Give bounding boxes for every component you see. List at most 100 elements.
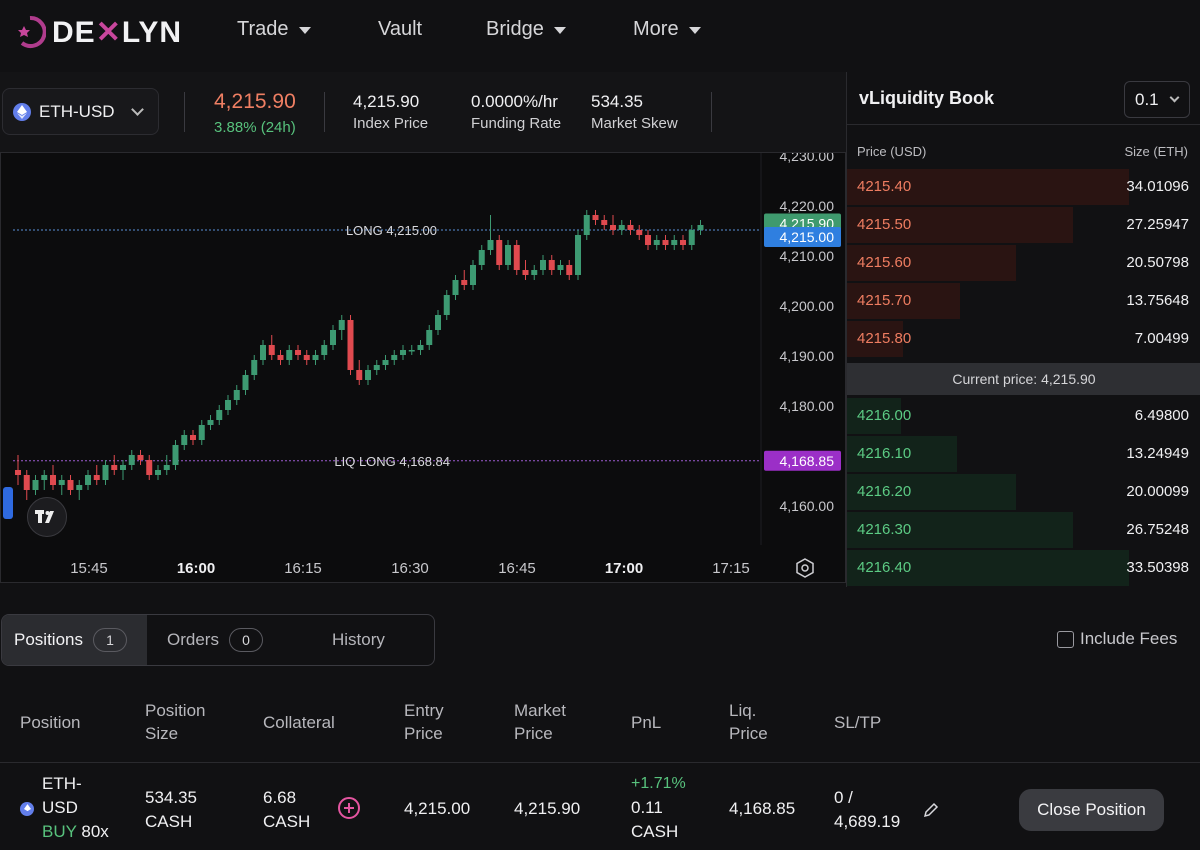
top-nav: DE✕LYN Trade Vault Bridge More bbox=[0, 0, 1200, 64]
candle-body bbox=[32, 480, 39, 490]
col-position: Position bbox=[20, 713, 81, 732]
book-col-price: Price (USD) bbox=[857, 144, 927, 159]
liquidity-book: vLiquidity Book 0.1 Price (USD) Size (ET… bbox=[846, 72, 1200, 587]
price-tag bbox=[764, 450, 841, 471]
price-tag-label: 4,215.00 bbox=[780, 229, 835, 245]
brand-x-icon: ✕ bbox=[95, 15, 122, 49]
candle-body bbox=[242, 375, 249, 390]
candle-body bbox=[496, 240, 503, 265]
candle-body bbox=[172, 445, 179, 465]
candle-body bbox=[697, 225, 704, 230]
tab-orders[interactable]: Orders 0 bbox=[167, 615, 287, 665]
y-tick-label: 4,200.00 bbox=[780, 298, 835, 314]
candle-body bbox=[575, 235, 581, 275]
current-price-banner: Current price: 4,215.90 bbox=[847, 363, 1200, 395]
drawer-handle[interactable] bbox=[3, 487, 13, 519]
bid-row[interactable]: 4216.20 20.00099 bbox=[847, 474, 1200, 510]
nav-vault[interactable]: Vault bbox=[378, 18, 423, 40]
nav-more[interactable]: More bbox=[633, 18, 701, 41]
nav-bridge[interactable]: Bridge bbox=[486, 18, 566, 41]
ask-row[interactable]: 4215.40 34.01096 bbox=[847, 169, 1200, 205]
candle-body bbox=[111, 465, 118, 470]
edit-pencil-icon[interactable] bbox=[922, 801, 940, 819]
candlestick-chart[interactable]: 4,230.00 4,220.00 4,210.00 4,200.00 4,190.00… bbox=[1, 153, 847, 584]
brand-logo[interactable]: DE✕LYN bbox=[16, 12, 182, 52]
col-entry-price: Entry Price bbox=[404, 701, 444, 743]
price-chart[interactable]: 4,230.00 4,220.00 4,210.00 4,200.00 4,190.00… bbox=[0, 152, 846, 583]
ask-row[interactable]: 4215.80 7.00499 bbox=[847, 321, 1200, 357]
ask-size: 13.75648 bbox=[1126, 292, 1189, 309]
logo-mark-icon bbox=[18, 15, 46, 48]
tab-history[interactable]: History bbox=[332, 615, 412, 665]
tick-size-select[interactable]: 0.1 bbox=[1124, 81, 1190, 118]
caret-down-icon bbox=[553, 27, 566, 34]
change-24h: 3.88% (24h) bbox=[214, 119, 296, 136]
candle-body bbox=[636, 230, 643, 235]
tradingview-logo-icon[interactable] bbox=[27, 497, 67, 537]
candle-body bbox=[181, 435, 188, 445]
market-header: ETH-USD 4,215.90 3.88% (24h) 4,215.90 In… bbox=[0, 72, 846, 152]
pair-selector[interactable]: ETH-USD bbox=[2, 88, 159, 135]
ask-size: 20.50798 bbox=[1126, 254, 1189, 271]
bid-price: 4216.20 bbox=[857, 483, 912, 500]
candle-body bbox=[356, 370, 363, 380]
x-tick-label: 16:00 bbox=[177, 560, 215, 577]
candle-body bbox=[67, 480, 74, 490]
ask-row[interactable]: 4215.70 13.75648 bbox=[847, 283, 1200, 319]
ask-price: 4215.80 bbox=[857, 330, 912, 347]
close-position-button[interactable]: Close Position bbox=[1019, 789, 1164, 831]
candle-body bbox=[522, 270, 529, 275]
brand-wordmark: DE✕LYN bbox=[52, 15, 183, 49]
tab-label: Orders bbox=[167, 630, 219, 649]
candle-body bbox=[225, 400, 231, 410]
candle-body bbox=[85, 475, 91, 485]
depth-bar bbox=[847, 321, 904, 357]
bid-row[interactable]: 4216.30 26.75248 bbox=[847, 512, 1200, 548]
candle-body bbox=[23, 475, 30, 490]
stat-value: 534.35 bbox=[591, 92, 643, 111]
bid-row[interactable]: 4216.40 33.50398 bbox=[847, 550, 1200, 586]
include-fees-toggle[interactable]: Include Fees bbox=[1057, 629, 1177, 649]
depth-bar bbox=[847, 436, 957, 472]
depth-bar bbox=[847, 512, 1073, 548]
include-fees-checkbox[interactable] bbox=[1057, 630, 1074, 648]
candle-body bbox=[50, 475, 56, 485]
y-tick-label: 4,210.00 bbox=[780, 248, 835, 264]
candle-body bbox=[548, 260, 555, 270]
nav-trade[interactable]: Trade bbox=[237, 18, 311, 41]
include-fees-label: Include Fees bbox=[1080, 629, 1178, 648]
candle-body bbox=[531, 270, 538, 275]
divider bbox=[184, 92, 185, 132]
caret-down-icon bbox=[688, 27, 701, 34]
caret-down-icon bbox=[298, 27, 311, 34]
candle-body bbox=[251, 360, 258, 375]
price-tag bbox=[764, 227, 841, 247]
col-position-size: Position Size bbox=[145, 701, 206, 743]
tab-positions[interactable]: Positions 1 bbox=[2, 615, 147, 665]
stat-value: 4,215.90 bbox=[353, 92, 420, 111]
col-pnl: PnL bbox=[631, 713, 662, 732]
tab-label: Positions bbox=[14, 630, 83, 649]
x-tick-label: 17:00 bbox=[605, 560, 643, 577]
index-price-stat: 4,215.90 Index Price bbox=[353, 92, 428, 132]
candle-body bbox=[627, 225, 634, 230]
candle-body bbox=[338, 320, 345, 330]
candle-body bbox=[207, 420, 214, 425]
chart-settings-icon[interactable] bbox=[794, 557, 816, 579]
x-tick-label: 15:45 bbox=[70, 560, 108, 577]
candle-body bbox=[645, 235, 651, 245]
candle-body bbox=[513, 245, 520, 270]
bid-row[interactable]: 4216.00 6.49800 bbox=[847, 398, 1200, 434]
add-collateral-button[interactable] bbox=[338, 797, 360, 819]
candle-body bbox=[662, 240, 669, 245]
ask-row[interactable]: 4215.60 20.50798 bbox=[847, 245, 1200, 281]
candle-body bbox=[426, 330, 433, 345]
ask-price: 4215.70 bbox=[857, 292, 912, 309]
candle-body bbox=[15, 470, 21, 475]
stat-label: Market Skew bbox=[591, 115, 678, 132]
ask-row[interactable]: 4215.50 27.25947 bbox=[847, 207, 1200, 243]
bid-price: 4216.10 bbox=[857, 445, 912, 462]
bid-row[interactable]: 4216.10 13.24949 bbox=[847, 436, 1200, 472]
depth-bar bbox=[847, 169, 1129, 205]
candle-body bbox=[391, 355, 398, 360]
